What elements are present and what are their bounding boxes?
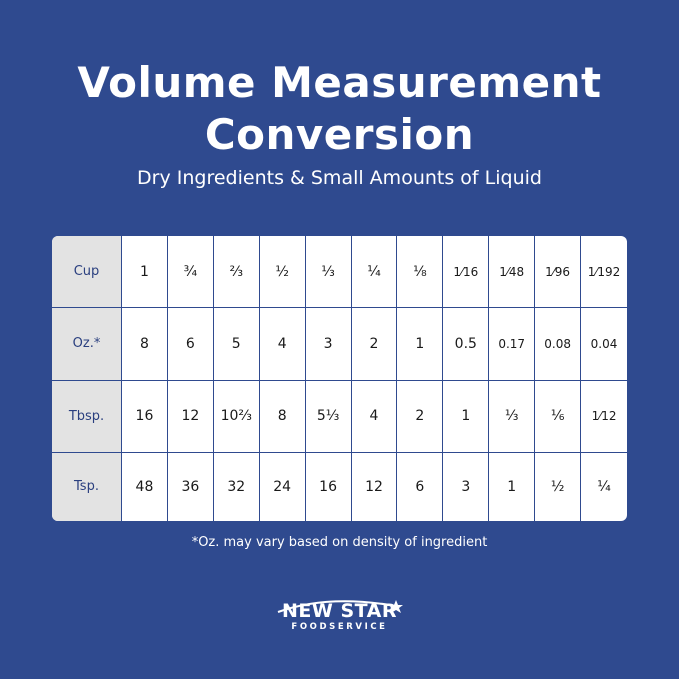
conversion-table: Cup 1 ¾ ⅔ ½ ⅓ ¼ ⅛ 1⁄16 1⁄48 1⁄96 1⁄192 Oz.* 8 6 5 4 3 2 1 0.… <box>52 236 627 521</box>
table-cell: 3 <box>443 452 490 521</box>
table-cell: 12 <box>167 380 214 453</box>
table-cell: 4 <box>351 380 398 453</box>
table-row: Tbsp. 16 12 10⅔ 8 5⅓ 4 2 1 ⅓ ⅙ 1⁄12 <box>52 380 627 453</box>
table-cell: 32 <box>214 452 260 521</box>
row-header: Tbsp. <box>52 380 122 453</box>
row-header: Cup <box>52 236 122 309</box>
title-line-1: Volume Measurement <box>77 58 602 107</box>
table-cell: 0.17 <box>489 308 536 381</box>
table-cell: 3 <box>305 308 352 381</box>
table-cell: 16 <box>306 452 352 521</box>
table-cell: 6 <box>397 452 444 521</box>
table-cell: 5⅓ <box>305 380 352 453</box>
table-cell: 1⁄192 <box>581 236 627 309</box>
table-cell: 8 <box>122 308 168 381</box>
table-cell: ⅓ <box>305 236 352 309</box>
title-line-2: Conversion <box>204 110 475 159</box>
table-cell: 0.04 <box>581 308 627 381</box>
table-cell: 24 <box>260 452 306 521</box>
table-cell: 48 <box>122 452 168 521</box>
row-header: Tsp. <box>52 452 122 521</box>
logo-tagline: FOODSERVICE <box>291 622 388 632</box>
table-cell: ¼ <box>597 478 611 495</box>
row-header: Oz.* <box>52 308 122 381</box>
table-cell: 4 <box>259 308 306 381</box>
logo-name: NEW STAR <box>282 600 397 622</box>
table-cell: ⅙ <box>535 380 582 453</box>
table-cell: ¾ <box>167 236 214 309</box>
table-cell: 5 <box>213 308 260 381</box>
table-cell: 1 <box>443 380 490 453</box>
table-cell: 0.5 <box>443 308 490 381</box>
table-cell: 10⅔ <box>213 380 260 453</box>
table-cell: 1 <box>489 452 536 521</box>
table-cell: 2 <box>397 380 444 453</box>
table-cell: ½ <box>259 236 306 309</box>
table-row: Oz.* 8 6 5 4 3 2 1 0.5 0.17 0.08 0.04 <box>52 308 627 381</box>
table-cell: 8 <box>259 380 306 453</box>
table-cell: ⅔ <box>213 236 260 309</box>
table-cell: ⅓ <box>489 380 536 453</box>
table-cell: 36 <box>168 452 214 521</box>
table-cell: 1 <box>122 236 168 309</box>
logo: NEW STAR FOODSERVICE <box>0 600 679 632</box>
table-cell: 16 <box>122 380 168 453</box>
table-cell: 12 <box>352 452 398 521</box>
table-cell: 6 <box>167 308 214 381</box>
table-cell: 1⁄12 <box>581 381 627 453</box>
subtitle: Dry Ingredients & Small Amounts of Liqui… <box>137 167 542 189</box>
table-cell: 1 <box>397 308 444 381</box>
table-row: Cup 1 ¾ ⅔ ½ ⅓ ¼ ⅛ 1⁄16 1⁄48 1⁄96 1⁄192 <box>52 236 627 309</box>
table-cell: 1⁄48 <box>489 236 536 309</box>
table-cell: 1⁄16 <box>443 236 490 309</box>
table-cell: ¼ <box>351 236 398 309</box>
table-cell: 0.08 <box>535 308 582 381</box>
footnote: *Oz. may vary based on density of ingred… <box>191 535 488 550</box>
table-cell: 2 <box>351 308 398 381</box>
table-row: Tsp. 48 36 32 24 16 12 6 3 1 ½ ¼ <box>52 452 627 521</box>
table-cell: ⅛ <box>397 236 444 309</box>
table-cell: 1⁄96 <box>535 236 582 309</box>
star-swoosh-icon <box>277 600 403 613</box>
table-cell: ½ <box>535 452 582 521</box>
